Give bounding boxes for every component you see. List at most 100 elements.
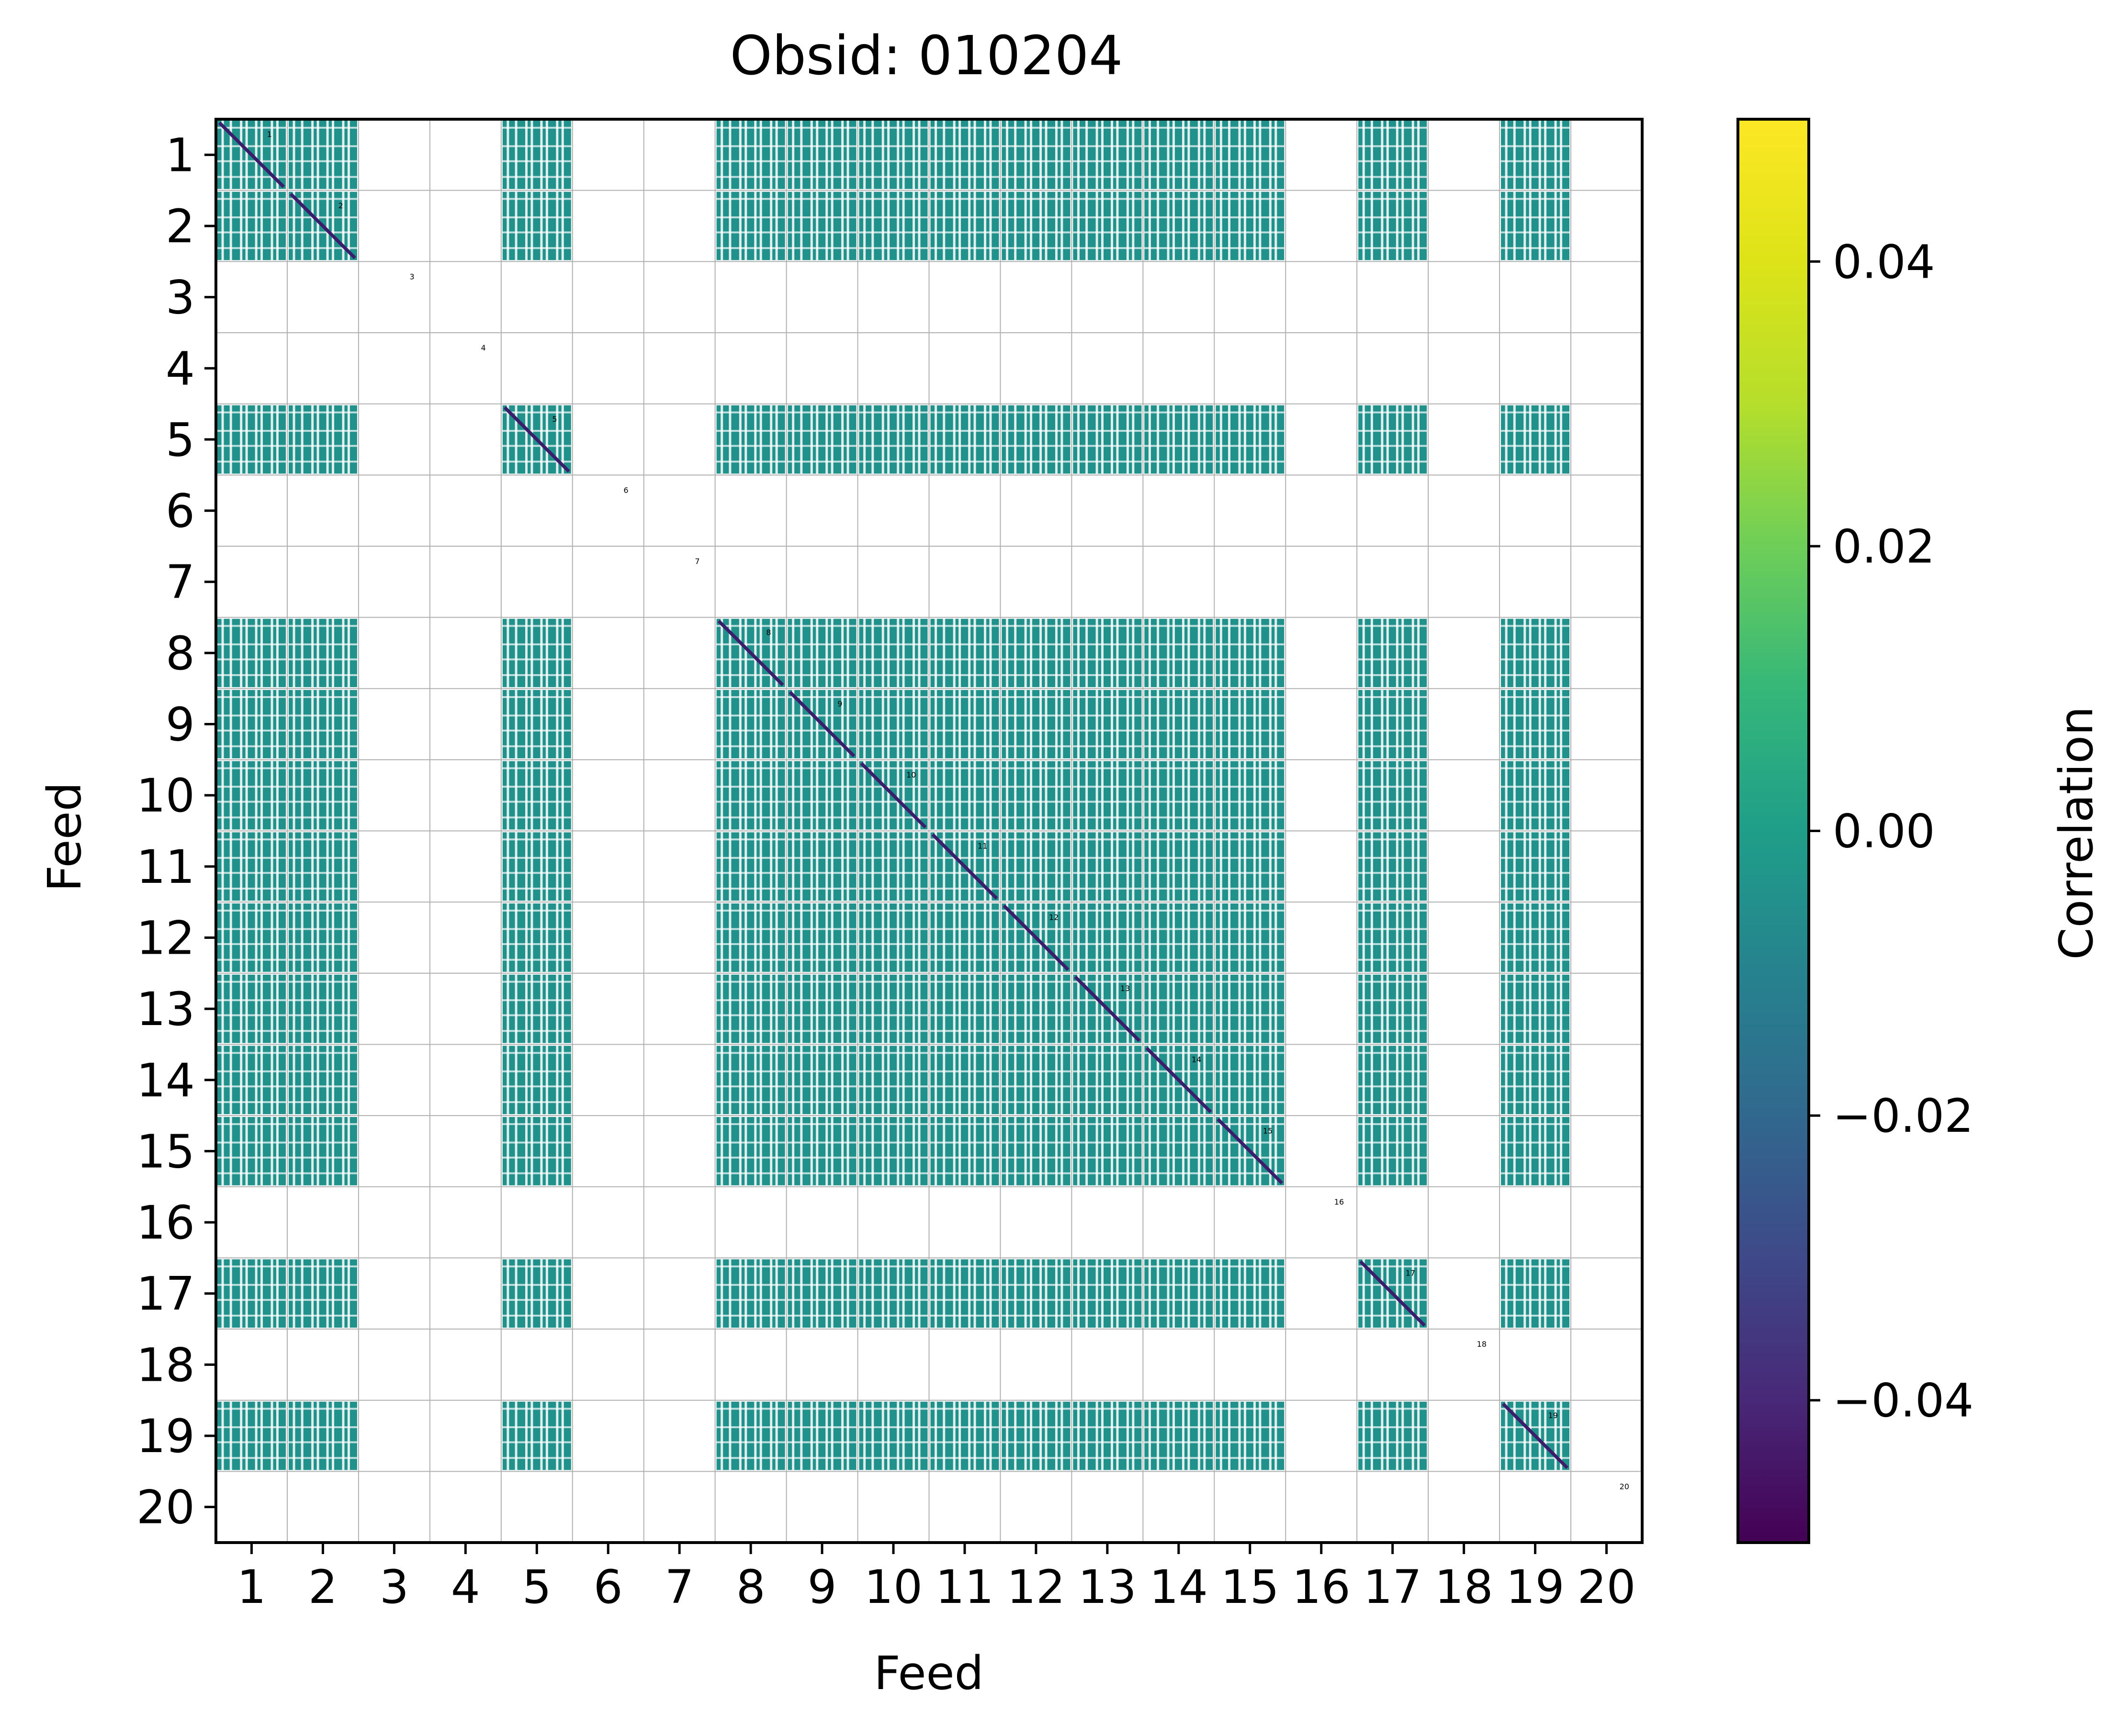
cell-gap-v xyxy=(1182,192,1184,260)
feed-label-8: 8 xyxy=(766,628,771,637)
cell-gap-v xyxy=(1172,619,1175,688)
cell-gap-v xyxy=(739,761,742,830)
cell-gap-v xyxy=(1024,974,1027,1043)
cell-gap-v xyxy=(918,832,921,901)
cell-gap-v xyxy=(1505,1046,1508,1115)
cell-gap-h xyxy=(1002,216,1071,218)
cell-gap-v xyxy=(1187,1117,1190,1185)
cell-gap-v xyxy=(881,1259,884,1328)
cell-gap-v xyxy=(729,690,732,758)
cell-gap-v xyxy=(841,832,844,901)
cell-gap-h xyxy=(1501,729,1570,732)
cell-gap-v xyxy=(1538,1259,1541,1328)
cell-gap-v xyxy=(1274,1117,1277,1185)
cell-gap-v xyxy=(846,690,849,758)
cell-gap-v xyxy=(545,1117,548,1185)
heatmap-cell-8-2 xyxy=(288,619,357,688)
cell-gap-v xyxy=(1243,1046,1246,1115)
cell-gap-h xyxy=(930,872,999,874)
cell-gap-v xyxy=(897,974,900,1043)
cell-gap-h xyxy=(1216,745,1285,747)
cell-gap-v xyxy=(332,1046,335,1115)
cell-gap-v xyxy=(958,405,961,474)
cell-gap-v xyxy=(1401,974,1404,1043)
cell-gap-v xyxy=(540,1046,543,1115)
cell-gap-v xyxy=(1055,1046,1058,1115)
cell-gap-v xyxy=(255,903,258,972)
cell-gap-h xyxy=(930,1123,999,1125)
cell-gap-v xyxy=(1529,1401,1532,1470)
cell-gap-v xyxy=(1538,1046,1541,1115)
cell-gap-h xyxy=(1501,838,1570,841)
cell-gap-h xyxy=(1216,1408,1285,1410)
cell-gap-h xyxy=(217,872,286,874)
cell-gap-v xyxy=(1523,192,1526,260)
cell-gap-h xyxy=(1501,231,1570,234)
cell-gap-h xyxy=(502,625,571,627)
cell-gap-h xyxy=(1144,943,1213,945)
heatmap-cell-13-12 xyxy=(1002,974,1071,1043)
cell-gap-v xyxy=(1401,690,1404,758)
heatmap-cell-14-13 xyxy=(1073,1046,1142,1115)
cell-gap-h xyxy=(1216,729,1285,732)
cell-gap-v xyxy=(1238,1046,1241,1115)
heatmap-cell-19-15 xyxy=(1216,1401,1285,1470)
cell-gap-v xyxy=(1085,690,1088,758)
heatmap-cell-19-9 xyxy=(788,1401,857,1470)
cell-gap-h xyxy=(859,928,928,930)
heatmap-cell-19-13 xyxy=(1073,1401,1142,1470)
cell-gap-v xyxy=(326,1259,329,1328)
cell-gap-v xyxy=(515,1259,518,1328)
cell-gap-v xyxy=(1529,405,1532,474)
cell-gap-h xyxy=(502,1426,571,1429)
cell-gap-h xyxy=(788,1426,857,1429)
cell-gap-v xyxy=(1095,974,1098,1043)
heatmap-cell-15-10 xyxy=(859,1117,928,1185)
cell-gap-v xyxy=(1060,405,1063,474)
cell-gap-v xyxy=(1055,690,1058,758)
cell-gap-h xyxy=(1144,857,1213,859)
cell-gap-h xyxy=(1073,1441,1142,1443)
cell-gap-v xyxy=(260,690,263,758)
cell-gap-h xyxy=(1073,696,1142,699)
cell-gap-v xyxy=(221,192,224,260)
cell-gap-v xyxy=(1274,405,1277,474)
cell-gap-v xyxy=(1024,619,1027,688)
cell-gap-v xyxy=(729,1046,732,1115)
cell-gap-v xyxy=(863,974,866,1043)
cell-gap-v xyxy=(1203,1401,1206,1470)
cell-gap-h xyxy=(1501,888,1570,890)
cell-gap-h xyxy=(1073,176,1142,178)
cell-gap-v xyxy=(810,1401,813,1470)
grid-lines xyxy=(216,119,1642,1543)
cell-gap-h xyxy=(502,838,571,841)
cell-gap-v xyxy=(1024,761,1027,830)
cell-gap-h xyxy=(1073,160,1142,162)
cell-gap-h xyxy=(1073,1070,1142,1072)
heatmap-cell-5-1 xyxy=(217,405,286,474)
cell-gap-h xyxy=(1144,247,1213,249)
cell-gap-v xyxy=(1024,405,1027,474)
cell-gap-v xyxy=(881,1117,884,1185)
heatmap-cell-15-17 xyxy=(1358,1117,1427,1185)
cell-gap-h xyxy=(1216,1299,1285,1301)
cell-gap-h xyxy=(1216,1085,1285,1088)
cell-gap-h xyxy=(1501,800,1570,803)
cell-gap-v xyxy=(871,903,874,972)
cell-gap-h xyxy=(716,1299,785,1301)
cell-gap-v xyxy=(1055,619,1058,688)
cell-gap-v xyxy=(1045,832,1048,901)
cell-gap-h xyxy=(1002,943,1071,945)
cell-gap-v xyxy=(759,761,762,830)
cell-gap-v xyxy=(1228,974,1231,1043)
heatmap-cell-1-9 xyxy=(788,120,857,189)
cell-gap-v xyxy=(800,832,803,901)
cell-gap-v xyxy=(1370,120,1373,189)
cell-gap-v xyxy=(1513,974,1516,1043)
cell-gap-h xyxy=(1073,816,1142,819)
cell-gap-h xyxy=(288,767,357,769)
cell-gap-v xyxy=(1259,690,1262,758)
cell-gap-v xyxy=(1505,120,1508,189)
cell-gap-v xyxy=(545,761,548,830)
cell-gap-h xyxy=(1501,160,1570,162)
